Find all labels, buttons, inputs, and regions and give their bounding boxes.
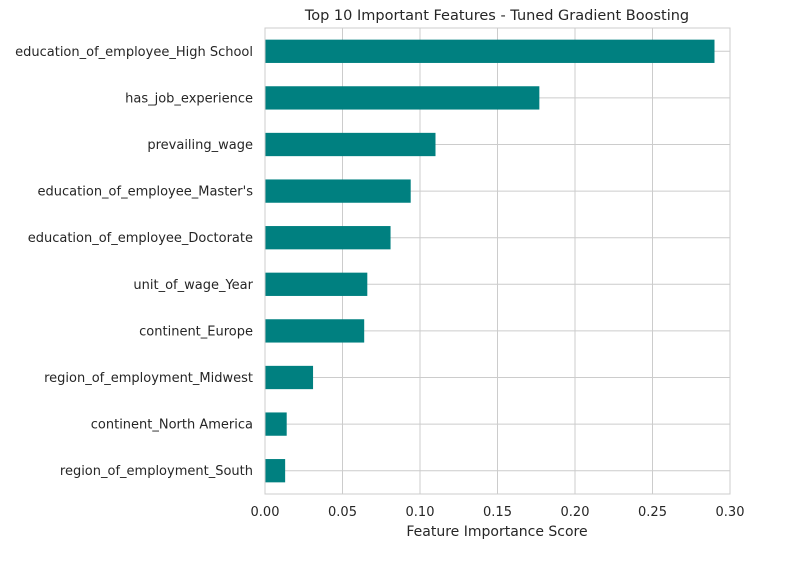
x-tick-label: 0.25: [638, 505, 667, 520]
bar: [265, 39, 715, 63]
bar: [265, 319, 365, 343]
bar: [265, 226, 391, 250]
x-tick-labels: 0.00 0.05 0.10 0.15 0.20 0.25 0.30: [251, 505, 745, 520]
bar: [265, 132, 436, 157]
bar: [265, 179, 411, 203]
x-tick-label: 0.30: [716, 505, 745, 520]
y-tick-label: education_of_employee_Doctorate: [28, 231, 253, 246]
y-tick-label: region_of_employment_South: [60, 464, 253, 479]
y-tick-label: continent_North America: [91, 418, 253, 433]
bar: [265, 412, 287, 436]
x-axis-label: Feature Importance Score: [406, 524, 587, 540]
bars: [265, 39, 715, 483]
chart-title: Top 10 Important Features - Tuned Gradie…: [304, 8, 689, 24]
plot-frame: [264, 27, 731, 495]
bar: [265, 272, 368, 296]
y-tick-label: continent_Europe: [139, 324, 253, 339]
y-tick-label: education_of_employee_Master's: [38, 185, 254, 200]
y-tick-labels: education_of_employee_High School has_job…: [15, 45, 254, 479]
y-tick-label: prevailing_wage: [147, 138, 253, 153]
x-tick-label: 0.10: [406, 505, 435, 520]
y-tick-label: region_of_employment_Midwest: [44, 371, 253, 386]
bar: [265, 86, 540, 110]
x-tick-label: 0.15: [483, 505, 512, 520]
x-tick-label: 0.05: [328, 505, 357, 520]
bar: [265, 365, 314, 390]
y-tick-label: unit_of_wage_Year: [133, 278, 253, 293]
y-tick-label: has_job_experience: [125, 91, 253, 106]
x-tick-label: 0.00: [251, 505, 280, 520]
bar: [265, 459, 286, 483]
y-tick-label: education_of_employee_High School: [15, 45, 253, 60]
x-tick-label: 0.20: [561, 505, 590, 520]
